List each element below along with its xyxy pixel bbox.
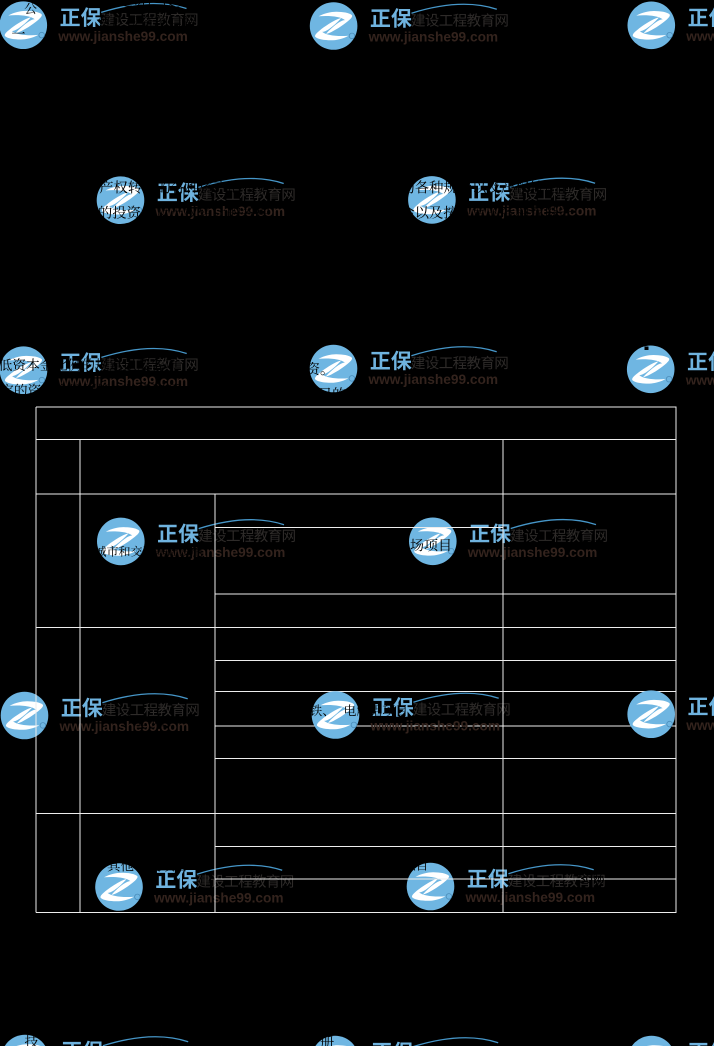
svg-text:25%: 25% — [579, 537, 605, 552]
svg-text:30%: 30% — [579, 871, 605, 886]
